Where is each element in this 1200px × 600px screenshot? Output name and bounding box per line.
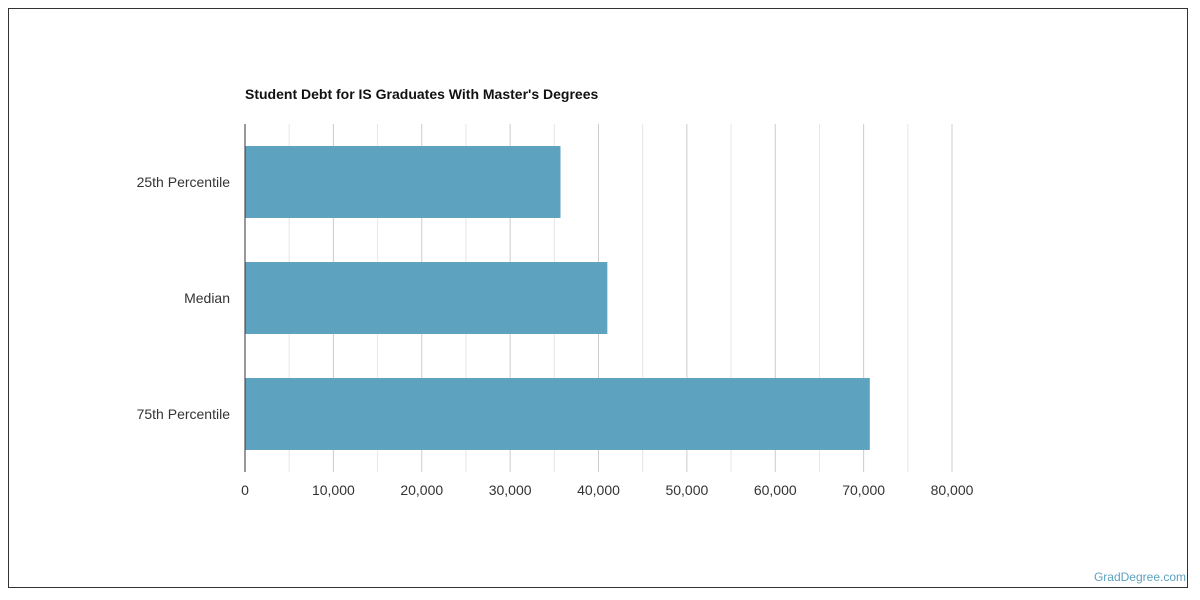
x-tick-label: 80,000 <box>931 482 974 498</box>
category-label: Median <box>184 290 230 306</box>
x-tick-label: 10,000 <box>312 482 355 498</box>
watermark-link[interactable]: GradDegree.com <box>1093 570 1186 584</box>
category-label: 25th Percentile <box>137 174 231 190</box>
bar-25th-percentile[interactable] <box>245 146 561 218</box>
x-tick-label: 40,000 <box>577 482 620 498</box>
bar-75th-percentile[interactable] <box>245 378 870 450</box>
category-label: 75th Percentile <box>137 406 231 422</box>
x-tick-label: 60,000 <box>754 482 797 498</box>
chart-title: Student Debt for IS Graduates With Maste… <box>245 86 599 102</box>
bar-median[interactable] <box>245 262 608 334</box>
x-tick-label: 20,000 <box>400 482 443 498</box>
x-tick-label: 0 <box>241 482 249 498</box>
x-tick-label: 70,000 <box>842 482 885 498</box>
category-labels: 25th Percentile Median 75th Percentile <box>137 174 231 422</box>
x-tick-labels: 0 10,000 20,000 30,000 40,000 50,000 60,000 70,… <box>241 482 974 498</box>
bars <box>245 146 870 450</box>
x-tick-label: 50,000 <box>665 482 708 498</box>
x-tick-label: 30,000 <box>489 482 532 498</box>
